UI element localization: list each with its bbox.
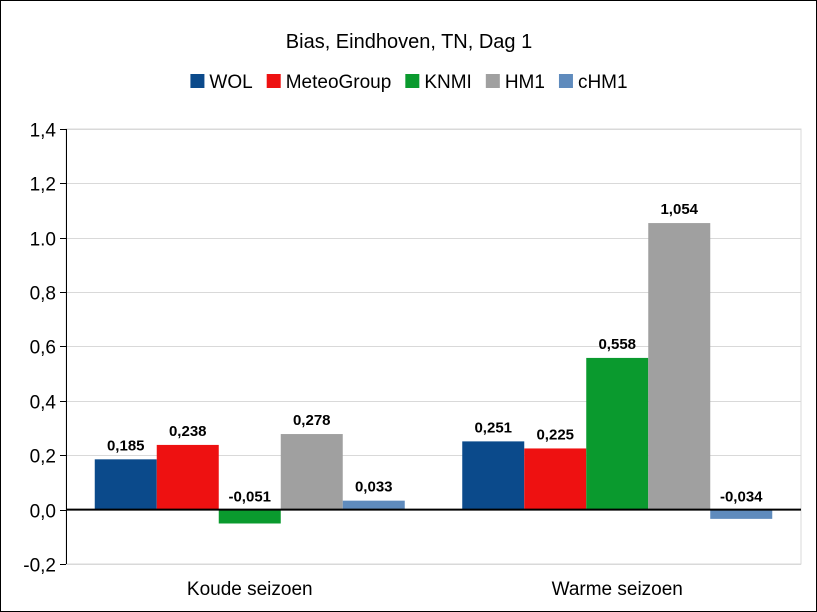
bar-chm1-warme-seizoen [710,509,773,519]
bar-knmi-koude-seizoen [218,509,281,524]
y-tick-label: 0,6 [30,338,56,359]
data-labels: 0,185 0,238 -0,051 0,278 0,033 0,251 0,225 0,55… [107,201,763,506]
data-label-chm1-koude-seizoen: 0,033 [355,479,393,496]
y-tick-label: 1,2 [30,175,56,196]
legend-label-wol: WOL [209,72,252,93]
legend-label-meteogroup: MeteoGroup [286,72,392,93]
chart-title: Bias, Eindhoven, TN, Dag 1 [286,31,532,53]
legend-swatch-knmi [405,74,420,88]
y-tick-label: 0,0 [30,502,56,523]
data-label-knmi-koude-seizoen: -0,051 [228,489,271,506]
axes: 1,4 1,2 1.0 0,8 0,6 0,4 0,2 0,0 -0,2 Koude seizoe… [23,121,801,600]
bar-wol-koude-seizoen [94,459,157,510]
x-category-label: Koude seizoen [187,579,313,600]
legend-label-chm1: cHM1 [578,72,628,93]
data-label-chm1-warme-seizoen: -0,034 [720,489,763,506]
y-tick-label: 1,4 [30,121,57,142]
y-tick-label: -0,2 [23,556,56,577]
legend-swatch-chm1 [558,74,573,88]
data-label-meteogroup-koude-seizoen: 0,238 [169,423,207,440]
data-label-wol-warme-seizoen: 0,251 [474,419,512,436]
data-label-knmi-warme-seizoen: 0,558 [598,336,636,353]
y-tick-label: 0,8 [30,284,56,305]
data-label-hm1-warme-seizoen: 1,054 [660,201,698,218]
legend: WOL MeteoGroup KNMI HM1 cHM1 [190,72,628,93]
legend-swatch-hm1 [485,74,500,88]
bars [94,223,773,524]
bar-meteogroup-koude-seizoen [156,444,219,510]
legend-label-hm1: HM1 [505,72,545,93]
legend-swatch-meteogroup [266,74,281,88]
data-label-meteogroup-warme-seizoen: 0,225 [536,426,574,443]
bar-chm1-koude-seizoen [342,500,405,510]
bar-wol-warme-seizoen [462,441,525,510]
y-tick-label: 0,2 [30,447,56,468]
x-category-label: Warme seizoen [552,579,683,600]
bar-meteogroup-warme-seizoen [524,448,587,510]
bar-knmi-warme-seizoen [586,357,649,510]
legend-label-knmi: KNMI [424,72,472,93]
data-label-hm1-koude-seizoen: 0,278 [293,412,331,429]
bar-hm1-koude-seizoen [280,434,343,510]
y-tick-label: 1.0 [30,230,56,251]
y-tick-label: 0,4 [30,393,57,414]
bar-hm1-warme-seizoen [648,223,711,510]
legend-swatch-wol [190,74,205,88]
data-label-wol-koude-seizoen: 0,185 [107,437,145,454]
